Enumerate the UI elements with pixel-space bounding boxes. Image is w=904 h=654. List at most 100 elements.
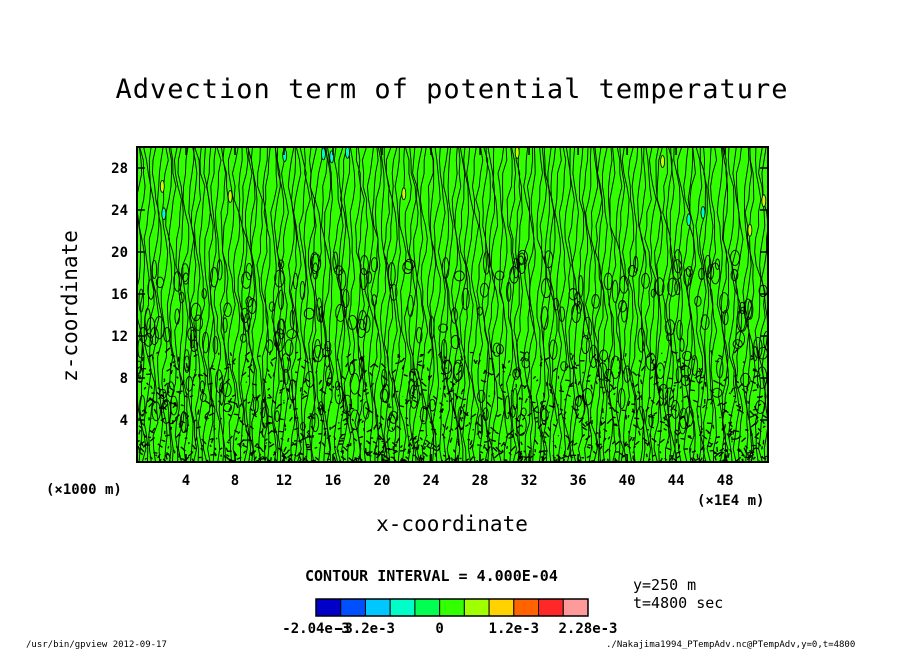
contour-loop (388, 410, 399, 424)
contour-loop (738, 306, 748, 332)
contour-segment (663, 418, 667, 421)
contour-line (621, 147, 630, 462)
contour-loop (210, 267, 219, 288)
contour-segment (484, 380, 487, 383)
contour-segment (218, 400, 223, 406)
contour-segment (318, 440, 322, 445)
contour-segment (533, 416, 538, 420)
contour-segment (250, 449, 255, 455)
colorbar-swatch (340, 598, 366, 617)
contour-segment (303, 435, 309, 440)
y-tick-label: 4 (120, 413, 128, 429)
contour-segment (481, 412, 486, 418)
contour-segment (162, 399, 167, 403)
contour-line (686, 147, 695, 462)
contour-segment (141, 413, 145, 416)
contour-segment (227, 363, 232, 366)
contour-segment (673, 431, 679, 437)
contour-segment (345, 362, 349, 368)
contour-segment (141, 394, 144, 397)
contour-loop (160, 399, 172, 424)
contour-segment (310, 425, 315, 432)
contour-segment (532, 375, 537, 380)
contour-segment (254, 412, 257, 416)
colorbar-frame (315, 598, 589, 617)
y-ticks: 4 8 12 16 20 24 28 (111, 161, 768, 429)
contour-loop (648, 413, 654, 428)
contour-segment (359, 398, 364, 403)
contour-loop (311, 253, 322, 272)
contour-segment (267, 387, 271, 391)
contour-segment (160, 417, 166, 422)
contour-segment (616, 357, 619, 361)
contour-segment (694, 457, 700, 462)
contour-segment (386, 458, 390, 462)
contour-segment (704, 382, 707, 387)
contour-segment (602, 391, 606, 395)
contour-segment (176, 376, 179, 379)
contour-segment (137, 445, 141, 452)
contour-segment (645, 453, 648, 458)
info-time-value: t=4800 sec (633, 594, 724, 612)
contour-segment (753, 374, 758, 379)
contour-loop (381, 368, 388, 389)
contour-segment (328, 449, 332, 453)
contour-loop (679, 407, 688, 430)
x-tick-label: 8 (231, 473, 239, 489)
colorbar-label: 0 (435, 621, 443, 637)
contour-segment (452, 449, 456, 453)
contour-segment (440, 372, 446, 376)
contour-segment (210, 398, 213, 401)
contour-segment (173, 449, 175, 452)
contour-patch (401, 187, 407, 201)
contour-segment (309, 415, 316, 420)
contour-loop (678, 416, 687, 435)
contour-segment (138, 425, 143, 429)
contour-segment (171, 402, 176, 406)
contour-segment (194, 437, 198, 442)
contour-segment (518, 396, 521, 400)
contour-segment (569, 449, 572, 455)
contour-line (416, 147, 425, 462)
contour-segment (750, 422, 757, 428)
contour-patch (161, 207, 167, 221)
contour-line (348, 147, 356, 462)
contour-segment (581, 433, 586, 438)
contour-segment (228, 397, 233, 404)
contour-segment (340, 450, 345, 454)
contour-segment (306, 430, 310, 434)
contour-loop (674, 280, 681, 296)
contour-segment (303, 390, 308, 395)
contour-line (445, 147, 454, 462)
contour-segment (545, 408, 548, 411)
contour-loop (379, 388, 389, 403)
contour-segment (601, 458, 606, 462)
contour-segment (715, 441, 719, 445)
contour-segment (348, 403, 352, 406)
contour-segment (432, 395, 438, 400)
contour-segment (598, 429, 601, 434)
contour-segment (264, 444, 267, 450)
contour-segment (690, 457, 694, 462)
contour-segment (411, 433, 414, 436)
contour-segment (312, 434, 314, 438)
contour-segment (444, 457, 449, 462)
contour-segment (668, 395, 674, 402)
contour-segment (369, 382, 375, 388)
contour-segment (762, 414, 768, 419)
contour-segment (228, 405, 233, 411)
contour-segment (258, 456, 262, 460)
contour-segment (605, 379, 609, 383)
contour-segment (492, 446, 498, 452)
contour-segment (701, 444, 705, 450)
contour-line (637, 147, 645, 462)
contour-segment (146, 450, 149, 453)
contour-segment (342, 417, 348, 422)
contour-segment (657, 387, 662, 394)
contour-segment (742, 361, 746, 364)
contour-segment (264, 438, 268, 442)
contour-line (247, 147, 256, 462)
contour-segment (364, 369, 367, 373)
contour-segment (744, 450, 748, 455)
contour-segment (656, 377, 659, 379)
